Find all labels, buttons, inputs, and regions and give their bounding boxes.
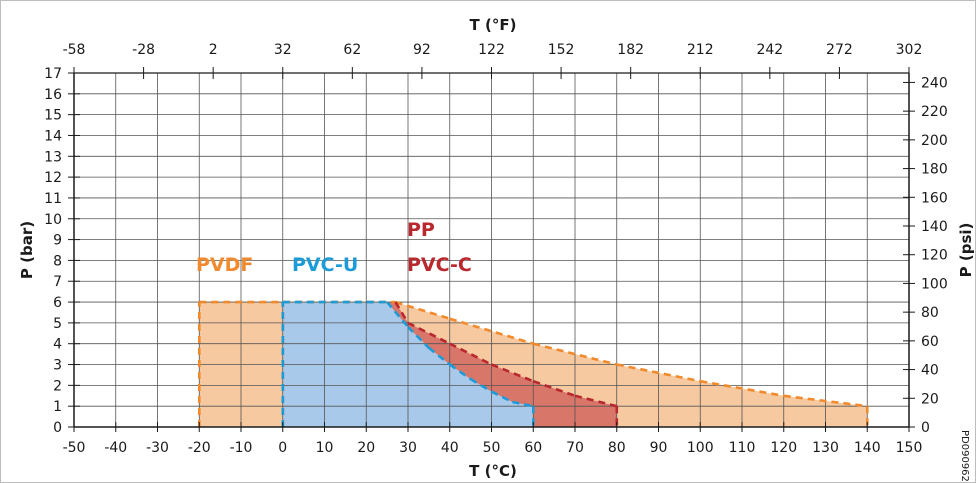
right-axis-title: P (psi): [957, 223, 975, 278]
top-axis-title: T (°F): [470, 16, 517, 34]
y-tick-label-right: 100: [921, 276, 948, 292]
series-border-1: [281, 301, 619, 427]
x-tick-label-bottom: 40: [441, 440, 459, 456]
x-tick-label-bottom: 50: [483, 440, 501, 456]
y-tick-label-right: 160: [921, 190, 948, 206]
y-tick-label-left: 16: [44, 87, 62, 103]
x-tick-label-top: 92: [413, 42, 431, 58]
y-tick-label-left: 2: [53, 378, 62, 394]
x-tick-label-bottom: 140: [854, 440, 881, 456]
x-tick-label-bottom: -40: [104, 440, 127, 456]
y-tick-label-left: 9: [53, 233, 62, 249]
y-tick-label-left: 3: [53, 358, 62, 374]
series-label-pvc-c: PVC-C: [407, 254, 472, 276]
x-tick-label-bottom: -10: [230, 440, 253, 456]
y-tick-label-right: 200: [921, 133, 948, 149]
x-tick-label-bottom: 10: [316, 440, 334, 456]
x-tick-label-bottom: 70: [566, 440, 584, 456]
series-borders: [198, 300, 869, 427]
x-tick-label-bottom: 0: [278, 440, 287, 456]
y-tick-label-left: 11: [44, 191, 62, 207]
y-tick-label-left: 6: [53, 295, 62, 311]
x-tick-label-top: 182: [617, 42, 644, 58]
y-tick-label-right: 0: [921, 420, 930, 436]
x-tick-label-bottom: -20: [188, 440, 211, 456]
y-tick-label-right: 20: [921, 391, 939, 407]
series-label-pvdf: PVDF: [196, 254, 253, 276]
x-tick-label-bottom: 120: [770, 440, 797, 456]
axes: [68, 67, 915, 432]
x-tick-label-bottom: -30: [146, 440, 169, 456]
y-tick-label-left: 4: [53, 337, 62, 353]
series-border-2: [281, 300, 535, 427]
x-tick-label-top: -58: [63, 42, 86, 58]
y-tick-label-right: 120: [921, 248, 948, 264]
y-tick-label-left: 8: [53, 253, 62, 269]
x-tick-label-bottom: 130: [812, 440, 839, 456]
y-tick-label-left: 12: [44, 170, 62, 186]
y-tick-label-right: 60: [921, 334, 939, 350]
bottom-axis-title: T (°C): [469, 462, 517, 480]
series-label-pp: PP: [407, 219, 435, 241]
x-tick-label-top: -28: [132, 42, 155, 58]
x-tick-label-bottom: 110: [729, 440, 756, 456]
y-tick-label-left: 10: [44, 212, 62, 228]
y-tick-label-left: 13: [44, 149, 62, 165]
y-tick-label-left: 17: [44, 66, 62, 82]
y-tick-label-right: 220: [921, 104, 948, 120]
y-tick-label-left: 5: [53, 316, 62, 332]
x-tick-label-top: 212: [687, 42, 714, 58]
y-tick-label-right: 240: [921, 75, 948, 91]
x-tick-label-top: 152: [548, 42, 575, 58]
x-tick-label-bottom: 150: [896, 440, 923, 456]
tick-labels: -50 -40 -30 -20 -10 0 10 20 30 40 50 60 70 80 90 100 110…: [44, 42, 948, 456]
y-tick-label-left: 15: [44, 108, 62, 124]
y-tick-label-left: 1: [53, 399, 62, 415]
x-tick-label-bottom: 80: [608, 440, 626, 456]
y-tick-label-right: 140: [921, 219, 948, 235]
figure-code: PD090962: [959, 430, 970, 482]
y-tick-label-left: 7: [53, 274, 62, 290]
y-tick-label-right: 40: [921, 363, 939, 379]
x-tick-label-top: 62: [343, 42, 361, 58]
x-tick-label-bottom: -50: [63, 440, 86, 456]
x-tick-label-top: 272: [826, 42, 853, 58]
x-tick-label-top: 32: [274, 42, 292, 58]
series-label-pvc-u: PVC-U: [292, 254, 358, 276]
x-tick-label-top: 2: [209, 42, 218, 58]
y-tick-label-right: 180: [921, 162, 948, 178]
x-tick-label-bottom: 20: [357, 440, 375, 456]
y-tick-label-left: 0: [53, 420, 62, 436]
x-tick-label-bottom: 90: [650, 440, 668, 456]
x-tick-label-top: 242: [756, 42, 783, 58]
y-tick-label-left: 14: [44, 128, 62, 144]
x-tick-label-bottom: 60: [524, 440, 542, 456]
left-axis-title: P (bar): [18, 221, 36, 279]
x-tick-label-bottom: 30: [399, 440, 417, 456]
y-tick-label-right: 80: [921, 305, 939, 321]
x-tick-label-bottom: 100: [687, 440, 714, 456]
x-tick-label-top: 122: [478, 42, 505, 58]
x-tick-label-top: 302: [896, 42, 923, 58]
